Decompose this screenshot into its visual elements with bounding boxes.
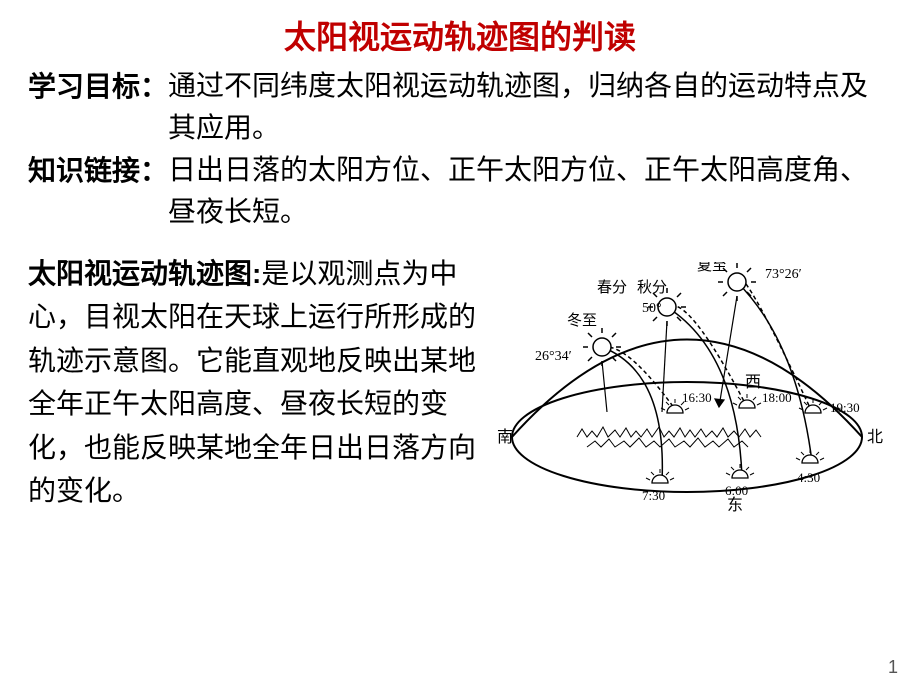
- label-south: 南: [497, 428, 513, 446]
- definition-block: 太阳视运动轨迹图:是以观测点为中心，目视太阳在天球上运行所形成的轨迹示意图。它能…: [28, 252, 477, 513]
- label-t730: 7:30: [642, 488, 665, 503]
- definition-label: 太阳视运动轨迹图:: [28, 258, 261, 289]
- label-t1630: 16:30: [682, 390, 712, 405]
- ground-texture: [577, 427, 761, 447]
- objectives-label: 学习目标：: [28, 66, 168, 150]
- sun-icon-winter: [583, 328, 621, 366]
- label-qiufen: 秋分: [637, 279, 667, 296]
- label-xiazhi: 夏至: [697, 262, 727, 274]
- links-text: 日出日落的太阳方位、正午太阳方位、正午太阳高度角、昼夜长短。: [168, 150, 892, 234]
- objectives-text: 通过不同纬度太阳视运动轨迹图，归纳各自的运动特点及其应用。: [168, 66, 892, 150]
- arc-winter-back: [602, 347, 662, 482]
- links-label: 知识链接：: [28, 150, 168, 234]
- label-east: 东: [727, 496, 743, 514]
- label-north: 北: [867, 428, 883, 446]
- label-t1800: 18:00: [762, 390, 792, 405]
- links-row: 知识链接： 日出日落的太阳方位、正午太阳方位、正午太阳高度角、昼夜长短。: [28, 150, 892, 234]
- label-dongzhi: 冬至: [567, 312, 597, 329]
- definition-text: 是以观测点为中心，目视太阳在天球上运行所形成的轨迹示意图。它能直观地反映出某地全…: [28, 259, 476, 507]
- lower-block: 太阳视运动轨迹图:是以观测点为中心，目视太阳在天球上运行所形成的轨迹示意图。它能…: [0, 234, 920, 513]
- links-section: 知识链接： 日出日落的太阳方位、正午太阳方位、正午太阳高度角、昼夜长短。: [0, 150, 920, 234]
- label-west: 西: [745, 374, 761, 391]
- diagram-container: 南 北 东 西 夏至 春分 秋分 冬至 73°26′ 50° 26°34′ 16…: [477, 252, 892, 513]
- label-angle-low: 26°34′: [535, 349, 572, 364]
- page-number: 1: [888, 657, 898, 678]
- horizon-suns: [652, 400, 821, 483]
- sun-path-diagram: 南 北 东 西 夏至 春分 秋分 冬至 73°26′ 50° 26°34′ 16…: [487, 262, 887, 522]
- label-angle-top: 73°26′: [765, 267, 802, 282]
- label-t1930: 19:30: [830, 400, 860, 415]
- page-title: 太阳视运动轨迹图的判读: [0, 0, 920, 66]
- label-angle-mid: 50°: [642, 301, 662, 316]
- label-t430: 4:30: [797, 470, 820, 485]
- objectives-section: 学习目标： 通过不同纬度太阳视运动轨迹图，归纳各自的运动特点及其应用。: [0, 66, 920, 150]
- title-text: 太阳视运动轨迹图的判读: [284, 19, 636, 55]
- objectives-row: 学习目标： 通过不同纬度太阳视运动轨迹图，归纳各自的运动特点及其应用。: [28, 66, 892, 150]
- label-t600: 6:00: [725, 483, 748, 498]
- label-chunfen: 春分: [597, 279, 627, 296]
